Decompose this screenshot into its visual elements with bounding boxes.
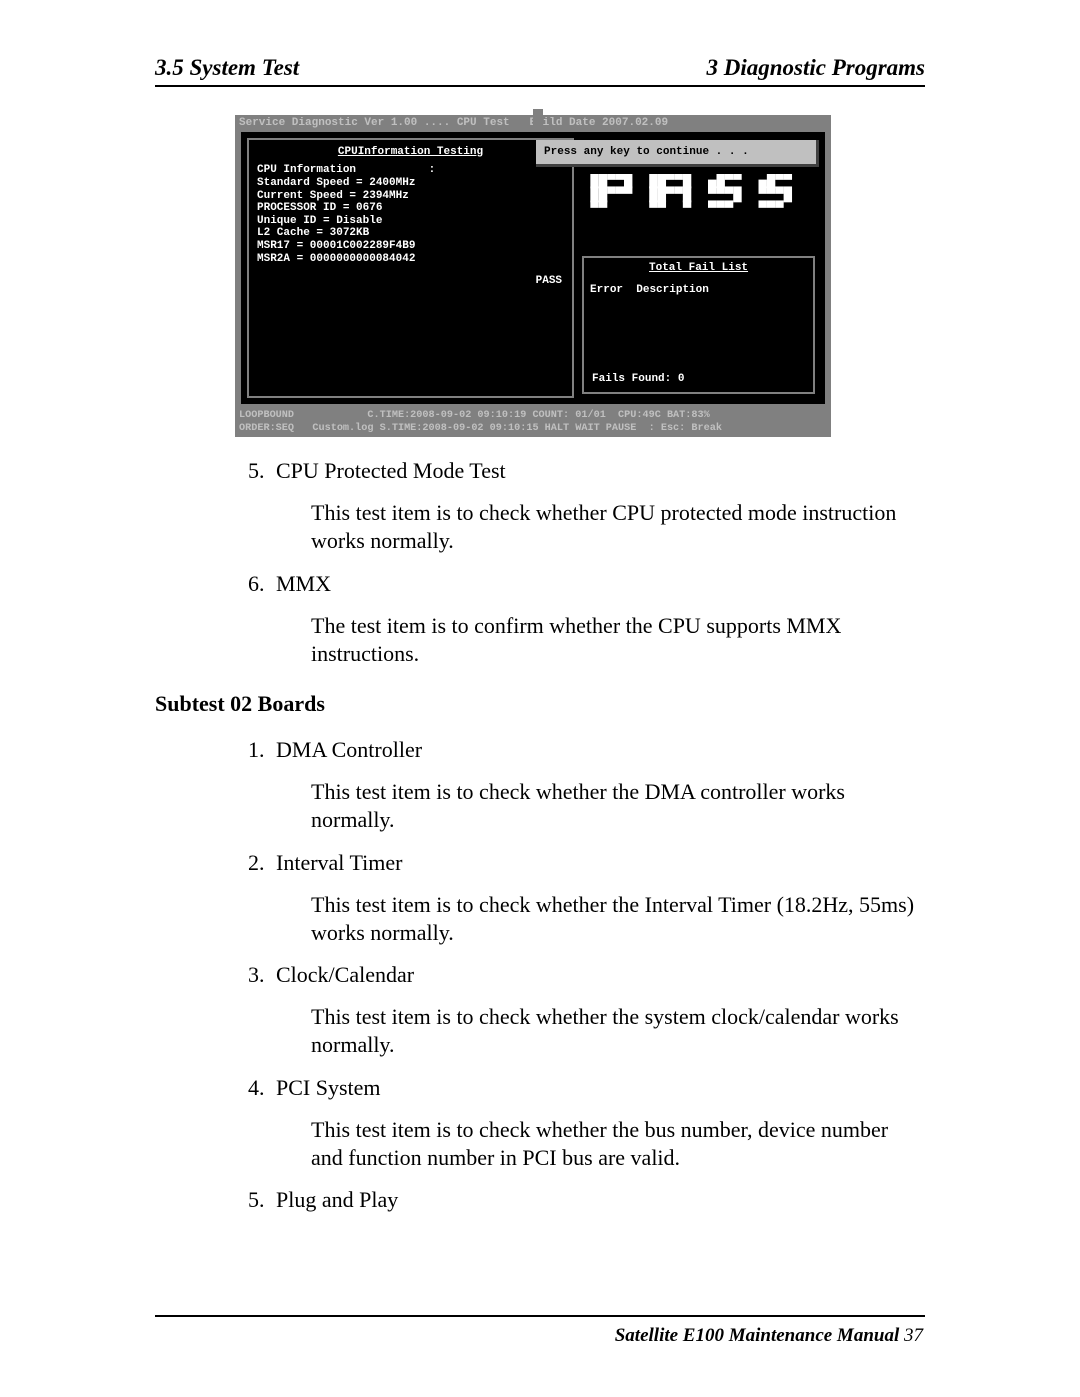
pass-ascii-art: ██▀▀█ ██▀▀█ ▄█▀▀ ▄█▀▀ ██▀▀▀ ██▀▀█ ▀▀▀█ ▀…: [582, 174, 815, 234]
status-line-2: ORDER:SEQ Custom.log S.TIME:2008-09-02 0…: [235, 423, 831, 437]
diagnostic-screenshot: Service Diagnostic Ver 1.00 .... CPU Tes…: [235, 115, 831, 437]
fail-list-box: Total Fail List Error Description Fails …: [582, 256, 815, 394]
list-a: CPU Protected Mode Test This test item i…: [155, 457, 925, 668]
subtest-heading: Subtest 02 Boards: [155, 690, 925, 718]
list-item-title: Plug and Play: [276, 1186, 925, 1214]
fail-list-title: Total Fail List: [590, 262, 807, 275]
status-line-1: LOOPBOUND C.TIME:2008-09-02 09:10:19 COU…: [235, 410, 831, 424]
list-item: Plug and Play: [270, 1186, 925, 1214]
document-body: CPU Protected Mode Test This test item i…: [155, 457, 925, 1214]
footer-rule: [155, 1315, 925, 1317]
cpu-info-line: CPU Information :: [257, 164, 564, 177]
fail-list-columns: Error Description: [590, 284, 807, 297]
footer-page: 37: [899, 1325, 923, 1346]
cpu-info-line: PROCESSOR ID = 0676: [257, 202, 564, 215]
list-item-title: DMA Controller: [276, 736, 925, 764]
page-footer: Satellite E100 Maintenance Manual 37: [615, 1325, 923, 1347]
cpu-info-line: MSR2A = 0000000000084042: [257, 253, 564, 266]
header-right: 3 Diagnostic Programs: [706, 55, 925, 81]
ascii-row: ██▀▀▀ ██▀▀█ ▀▀▀█ ▀▀▀█: [582, 188, 815, 202]
list-item-desc: This test item is to check whether the b…: [276, 1116, 925, 1172]
ascii-row: ▀▀ ▀▀ ▀ ▀▀▀ ▀▀▀: [582, 202, 815, 216]
list-item: Interval Timer This test item is to chec…: [270, 849, 925, 947]
continue-popup: Press any key to continue . . .: [536, 140, 819, 168]
list-item-title: CPU Protected Mode Test: [276, 457, 925, 485]
list-item: CPU Protected Mode Test This test item i…: [270, 457, 925, 555]
cpu-info-line: Current Speed = 2394MHz: [257, 190, 564, 203]
list-item: DMA Controller This test item is to chec…: [270, 736, 925, 834]
page-header: 3.5 System Test 3 Diagnostic Programs: [155, 55, 925, 81]
screenshot-divider-notch: [533, 109, 543, 125]
cpu-info-line: L2 Cache = 3072KB: [257, 227, 564, 240]
list-item-desc: This test item is to check whether the I…: [276, 891, 925, 947]
list-b: DMA Controller This test item is to chec…: [155, 736, 925, 1214]
list-item-title: PCI System: [276, 1074, 925, 1102]
cpu-info-line: Standard Speed = 2400MHz: [257, 177, 564, 190]
list-item: Clock/Calendar This test item is to chec…: [270, 961, 925, 1059]
list-item-desc: This test item is to check whether CPU p…: [276, 499, 925, 555]
list-item-desc: The test item is to confirm whether the …: [276, 612, 925, 668]
cpu-info-line: Unique ID = Disable: [257, 215, 564, 228]
list-item: MMX The test item is to confirm whether …: [270, 570, 925, 668]
header-rule: [155, 85, 925, 87]
screenshot-body: CPUInformation Testing CPU Information :…: [235, 132, 831, 410]
footer-title: Satellite E100 Maintenance Manual: [615, 1325, 900, 1346]
pass-label: PASS: [536, 275, 562, 288]
list-item-title: MMX: [276, 570, 925, 598]
list-item-title: Interval Timer: [276, 849, 925, 877]
left-panel-title: CPUInformation Testing: [338, 146, 483, 158]
fails-found: Fails Found: 0: [592, 373, 684, 386]
header-left: 3.5 System Test: [155, 55, 299, 81]
list-item: PCI System This test item is to check wh…: [270, 1074, 925, 1172]
screenshot-right-panel: Press any key to continue . . . ██▀▀█ ██…: [578, 138, 819, 398]
list-item-desc: This test item is to check whether the s…: [276, 1003, 925, 1059]
ascii-row: ██▀▀█ ██▀▀█ ▄█▀▀ ▄█▀▀: [582, 174, 815, 188]
cpu-info-line: MSR17 = 00001C002289F4B9: [257, 240, 564, 253]
list-item-desc: This test item is to check whether the D…: [276, 778, 925, 834]
list-item-title: Clock/Calendar: [276, 961, 925, 989]
screenshot-left-panel: CPUInformation Testing CPU Information :…: [247, 138, 574, 398]
